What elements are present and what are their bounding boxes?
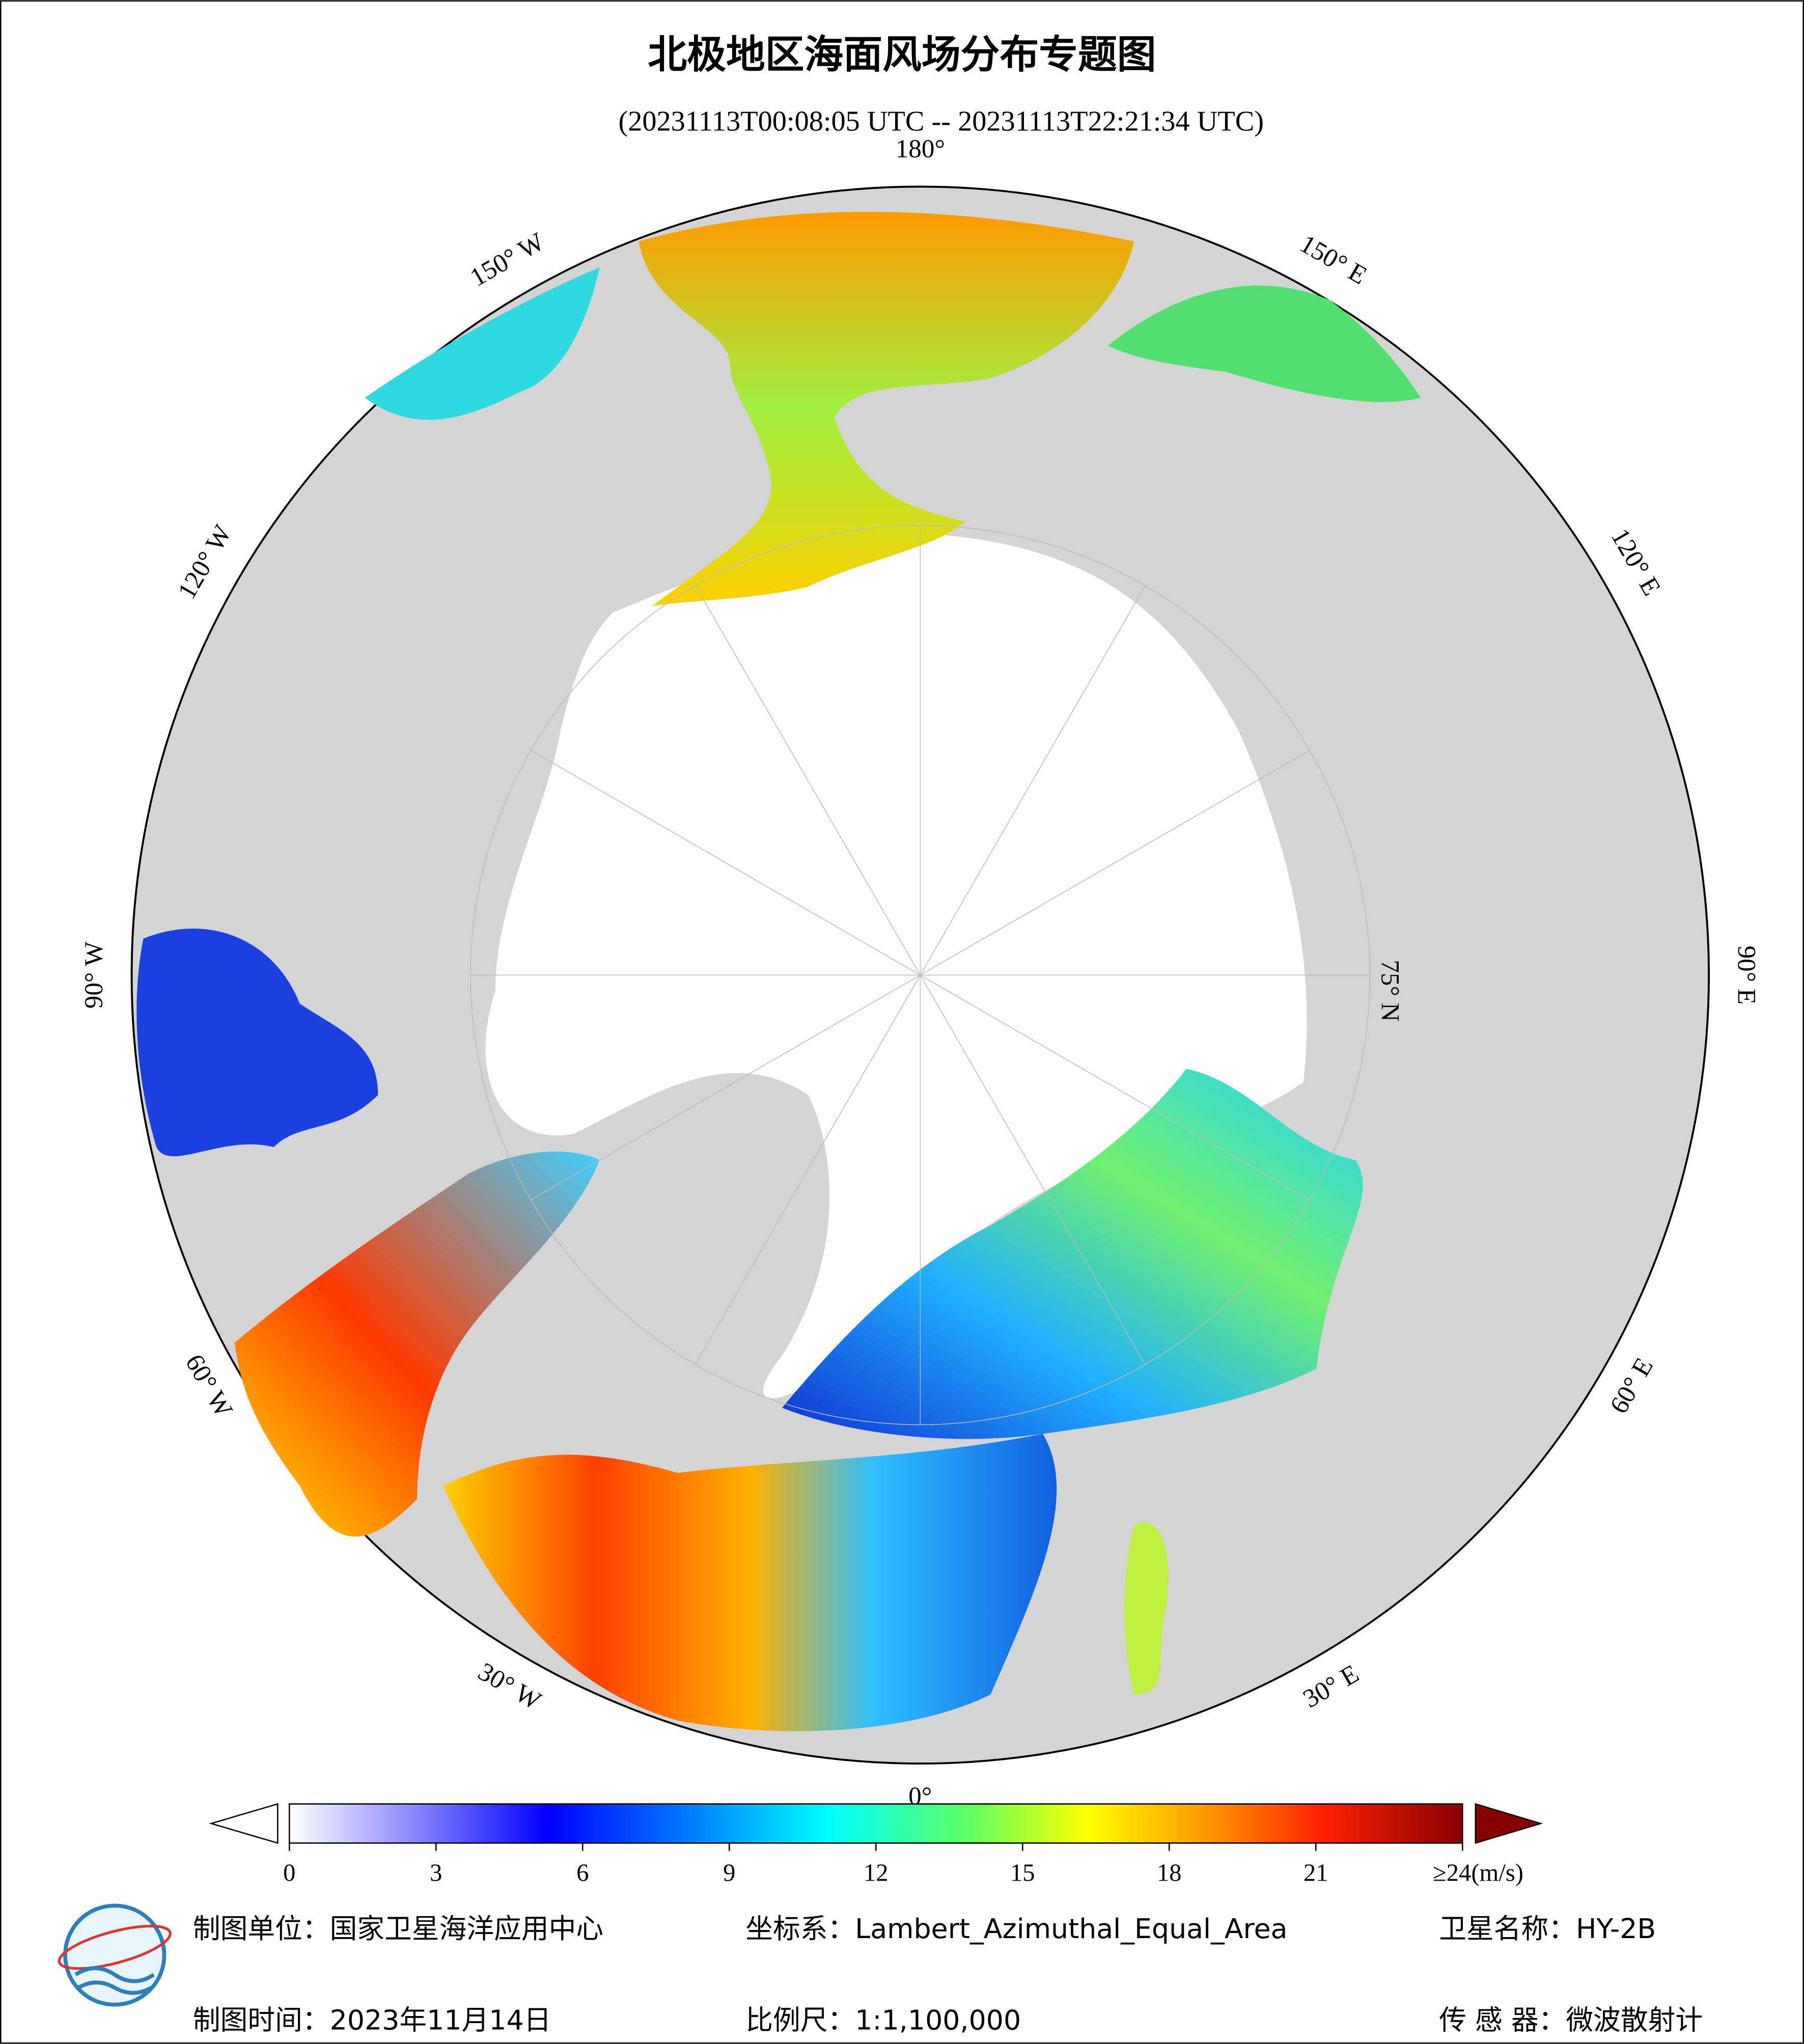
logo (58, 1903, 172, 2007)
colorbar-tick-label: 12 (864, 1859, 889, 1887)
footer-satellite: 卫星名称：HY-2B (1439, 1913, 1656, 1945)
meridian (920, 750, 1310, 976)
footer: 制图单位：国家卫星海洋应用中心 制图时间：2023年11月14日 坐标系：Lam… (58, 1903, 1703, 2036)
colorbar-tick-label: 21 (1303, 1859, 1328, 1887)
meridian (695, 585, 921, 975)
colorbar: 0 3 6 9 12 15 18 21 ≥24(m/s) (209, 1803, 1543, 1887)
footer-date: 制图时间：2023年11月14日 (193, 2004, 551, 2036)
wind-gulf-alaska (365, 267, 600, 420)
colorbar-tick-label: 6 (576, 1859, 589, 1887)
logo-orbit (58, 1924, 172, 1970)
colorbar-max-label: ≥24(m/s) (1433, 1859, 1523, 1887)
longitude-label: 90° E (1732, 945, 1761, 1004)
wind-barents-kara (782, 1069, 1363, 1439)
subtitle: (20231113T00:08:05 UTC -- 20231113T22:21… (618, 105, 1264, 137)
footer-scale: 比例尺：1:1,100,000 (745, 2004, 1021, 2036)
wind-atlantic (443, 1434, 1057, 1731)
meridian (920, 974, 1146, 1365)
wind-baltic (1124, 1522, 1169, 1695)
meridian (531, 974, 921, 1200)
sea-ice (485, 535, 1307, 1399)
colorbar-tick-label: 3 (430, 1859, 442, 1887)
wind-east-siberian (1107, 286, 1421, 402)
meridian (695, 974, 921, 1365)
colorbar-under (209, 1803, 279, 1844)
latitude-label: 75° N (1376, 960, 1405, 1021)
longitude-label: 180° (896, 134, 945, 163)
meridian (920, 974, 1310, 1200)
colorbar-tick-label: 18 (1157, 1859, 1182, 1887)
title: 北极地区海面风场分布专题图 (648, 33, 1156, 78)
footer-sensor: 传 感 器：微波散射计 (1439, 2004, 1703, 2036)
wind-baffin (234, 1152, 600, 1537)
footer-crs: 坐标系：Lambert_Azimuthal_Equal_Area (745, 1913, 1287, 1945)
colorbar-tick-label: 15 (1010, 1859, 1035, 1887)
colorbar-over (1475, 1803, 1543, 1844)
graticule (470, 525, 1371, 1425)
wind-bering-chukchi (639, 212, 1134, 606)
meridian (531, 750, 921, 976)
wind-hudson (136, 929, 378, 1157)
colorbar-tick-label: 9 (723, 1859, 735, 1887)
logo-waves (74, 1966, 155, 1995)
colorbar-ramp (289, 1803, 1463, 1844)
longitude-label: 90° W (79, 941, 108, 1009)
meridian (920, 585, 1146, 975)
footer-unit: 制图单位：国家卫星海洋应用中心 (193, 1913, 603, 1945)
colorbar-tick-label: 0 (283, 1859, 295, 1887)
